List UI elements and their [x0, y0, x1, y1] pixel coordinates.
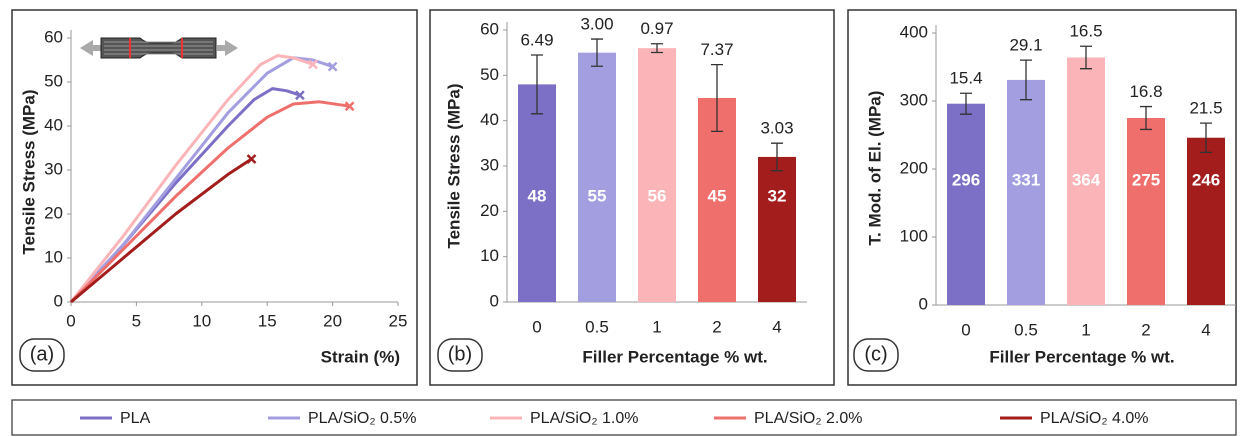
data-line	[71, 159, 252, 302]
bar	[1007, 80, 1045, 305]
y-tick-label: 60	[480, 19, 499, 38]
y-tick-label: 0	[490, 291, 499, 310]
x-tick-label: 1	[652, 317, 661, 336]
bar-value-label: 246	[1192, 170, 1220, 189]
bar-value-label: 55	[588, 186, 607, 205]
legend-label: PLA/SiO₂ 2.0%	[754, 410, 862, 427]
bar	[947, 104, 985, 305]
y-tick-label: 20	[44, 203, 63, 222]
y-tick-label: 100	[900, 226, 928, 245]
error-label: 6.49	[520, 30, 553, 49]
x-tick-label: 0	[961, 320, 970, 339]
bar-value-label: 331	[1012, 170, 1040, 189]
error-label: 29.1	[1009, 36, 1042, 55]
bar	[758, 157, 796, 302]
error-label: 21.5	[1189, 99, 1222, 118]
x-axis-title: Filler Percentage % wt.	[582, 347, 767, 366]
y-tick-label: 50	[44, 71, 63, 90]
bar-value-label: 296	[952, 170, 980, 189]
y-tick-label: 40	[44, 115, 63, 134]
error-label: 3.00	[580, 15, 613, 34]
x-tick-label: 25	[389, 311, 408, 330]
x-tick-label: 2	[712, 317, 721, 336]
x-tick-label: 0.5	[1014, 320, 1038, 339]
x-tick-label: 0	[66, 311, 75, 330]
bar-value-label: 364	[1072, 170, 1101, 189]
x-tick-label: 4	[772, 317, 781, 336]
y-tick-label: 30	[480, 155, 499, 174]
y-axis-title: Tensile Stress (MPa)	[19, 89, 38, 254]
bar	[578, 53, 616, 302]
bar	[1187, 138, 1225, 305]
legend-label: PLA/SiO₂ 1.0%	[530, 410, 638, 427]
bar	[638, 48, 676, 302]
figure: (a)Strain (%)Tensile Stress (MPa)0102030…	[0, 0, 1244, 437]
error-label: 3.03	[760, 119, 793, 138]
bar	[1127, 118, 1165, 305]
y-tick-label: 60	[44, 27, 63, 46]
x-tick-label: 5	[132, 311, 141, 330]
legend-label: PLA/SiO₂ 0.5%	[308, 410, 416, 427]
y-axis-title: Tensile Stress (MPa)	[444, 83, 463, 248]
y-tick-label: 400	[900, 22, 928, 41]
specimen-icon	[80, 38, 238, 58]
bar-value-label: 56	[648, 186, 667, 205]
x-tick-label: 0.5	[585, 317, 609, 336]
y-tick-label: 300	[900, 90, 928, 109]
x-axis-title: Strain (%)	[321, 347, 400, 366]
legend-label: PLA/SiO₂ 4.0%	[1040, 410, 1148, 427]
x-tick-label: 2	[1141, 320, 1150, 339]
panel-label: (a)	[30, 343, 54, 365]
bar-value-label: 48	[528, 186, 547, 205]
data-line	[71, 89, 300, 302]
y-tick-label: 10	[480, 246, 499, 265]
bar-value-label: 32	[768, 186, 787, 205]
data-line	[71, 102, 350, 302]
y-tick-label: 40	[480, 110, 499, 129]
y-tick-label: 0	[54, 291, 63, 310]
bar-value-label: 45	[708, 186, 727, 205]
x-tick-label: 0	[532, 317, 541, 336]
error-label: 7.37	[700, 40, 733, 59]
x-tick-label: 10	[192, 311, 211, 330]
break-marker	[248, 155, 256, 163]
y-tick-label: 20	[480, 201, 499, 220]
error-label: 16.5	[1069, 22, 1102, 41]
x-tick-label: 20	[323, 311, 342, 330]
error-label: 16.8	[1129, 82, 1162, 101]
error-label: 0.97	[640, 19, 673, 38]
y-tick-label: 30	[44, 159, 63, 178]
y-tick-label: 10	[44, 247, 63, 266]
panel-label: (c)	[864, 343, 887, 365]
x-tick-label: 4	[1201, 320, 1210, 339]
y-tick-label: 50	[480, 65, 499, 84]
page: (a)Strain (%)Tensile Stress (MPa)0102030…	[0, 0, 1244, 437]
y-axis-title: T. Mod. of El. (MPa)	[865, 91, 884, 246]
x-tick-label: 1	[1081, 320, 1090, 339]
legend-label: PLA	[120, 410, 151, 427]
y-tick-label: 200	[900, 158, 928, 177]
x-axis-title: Filler Percentage % wt.	[989, 347, 1174, 366]
x-tick-label: 15	[258, 311, 277, 330]
bar-value-label: 275	[1132, 170, 1160, 189]
y-tick-label: 0	[919, 294, 928, 313]
error-label: 15.4	[949, 69, 982, 88]
panel-label: (b)	[448, 343, 472, 365]
